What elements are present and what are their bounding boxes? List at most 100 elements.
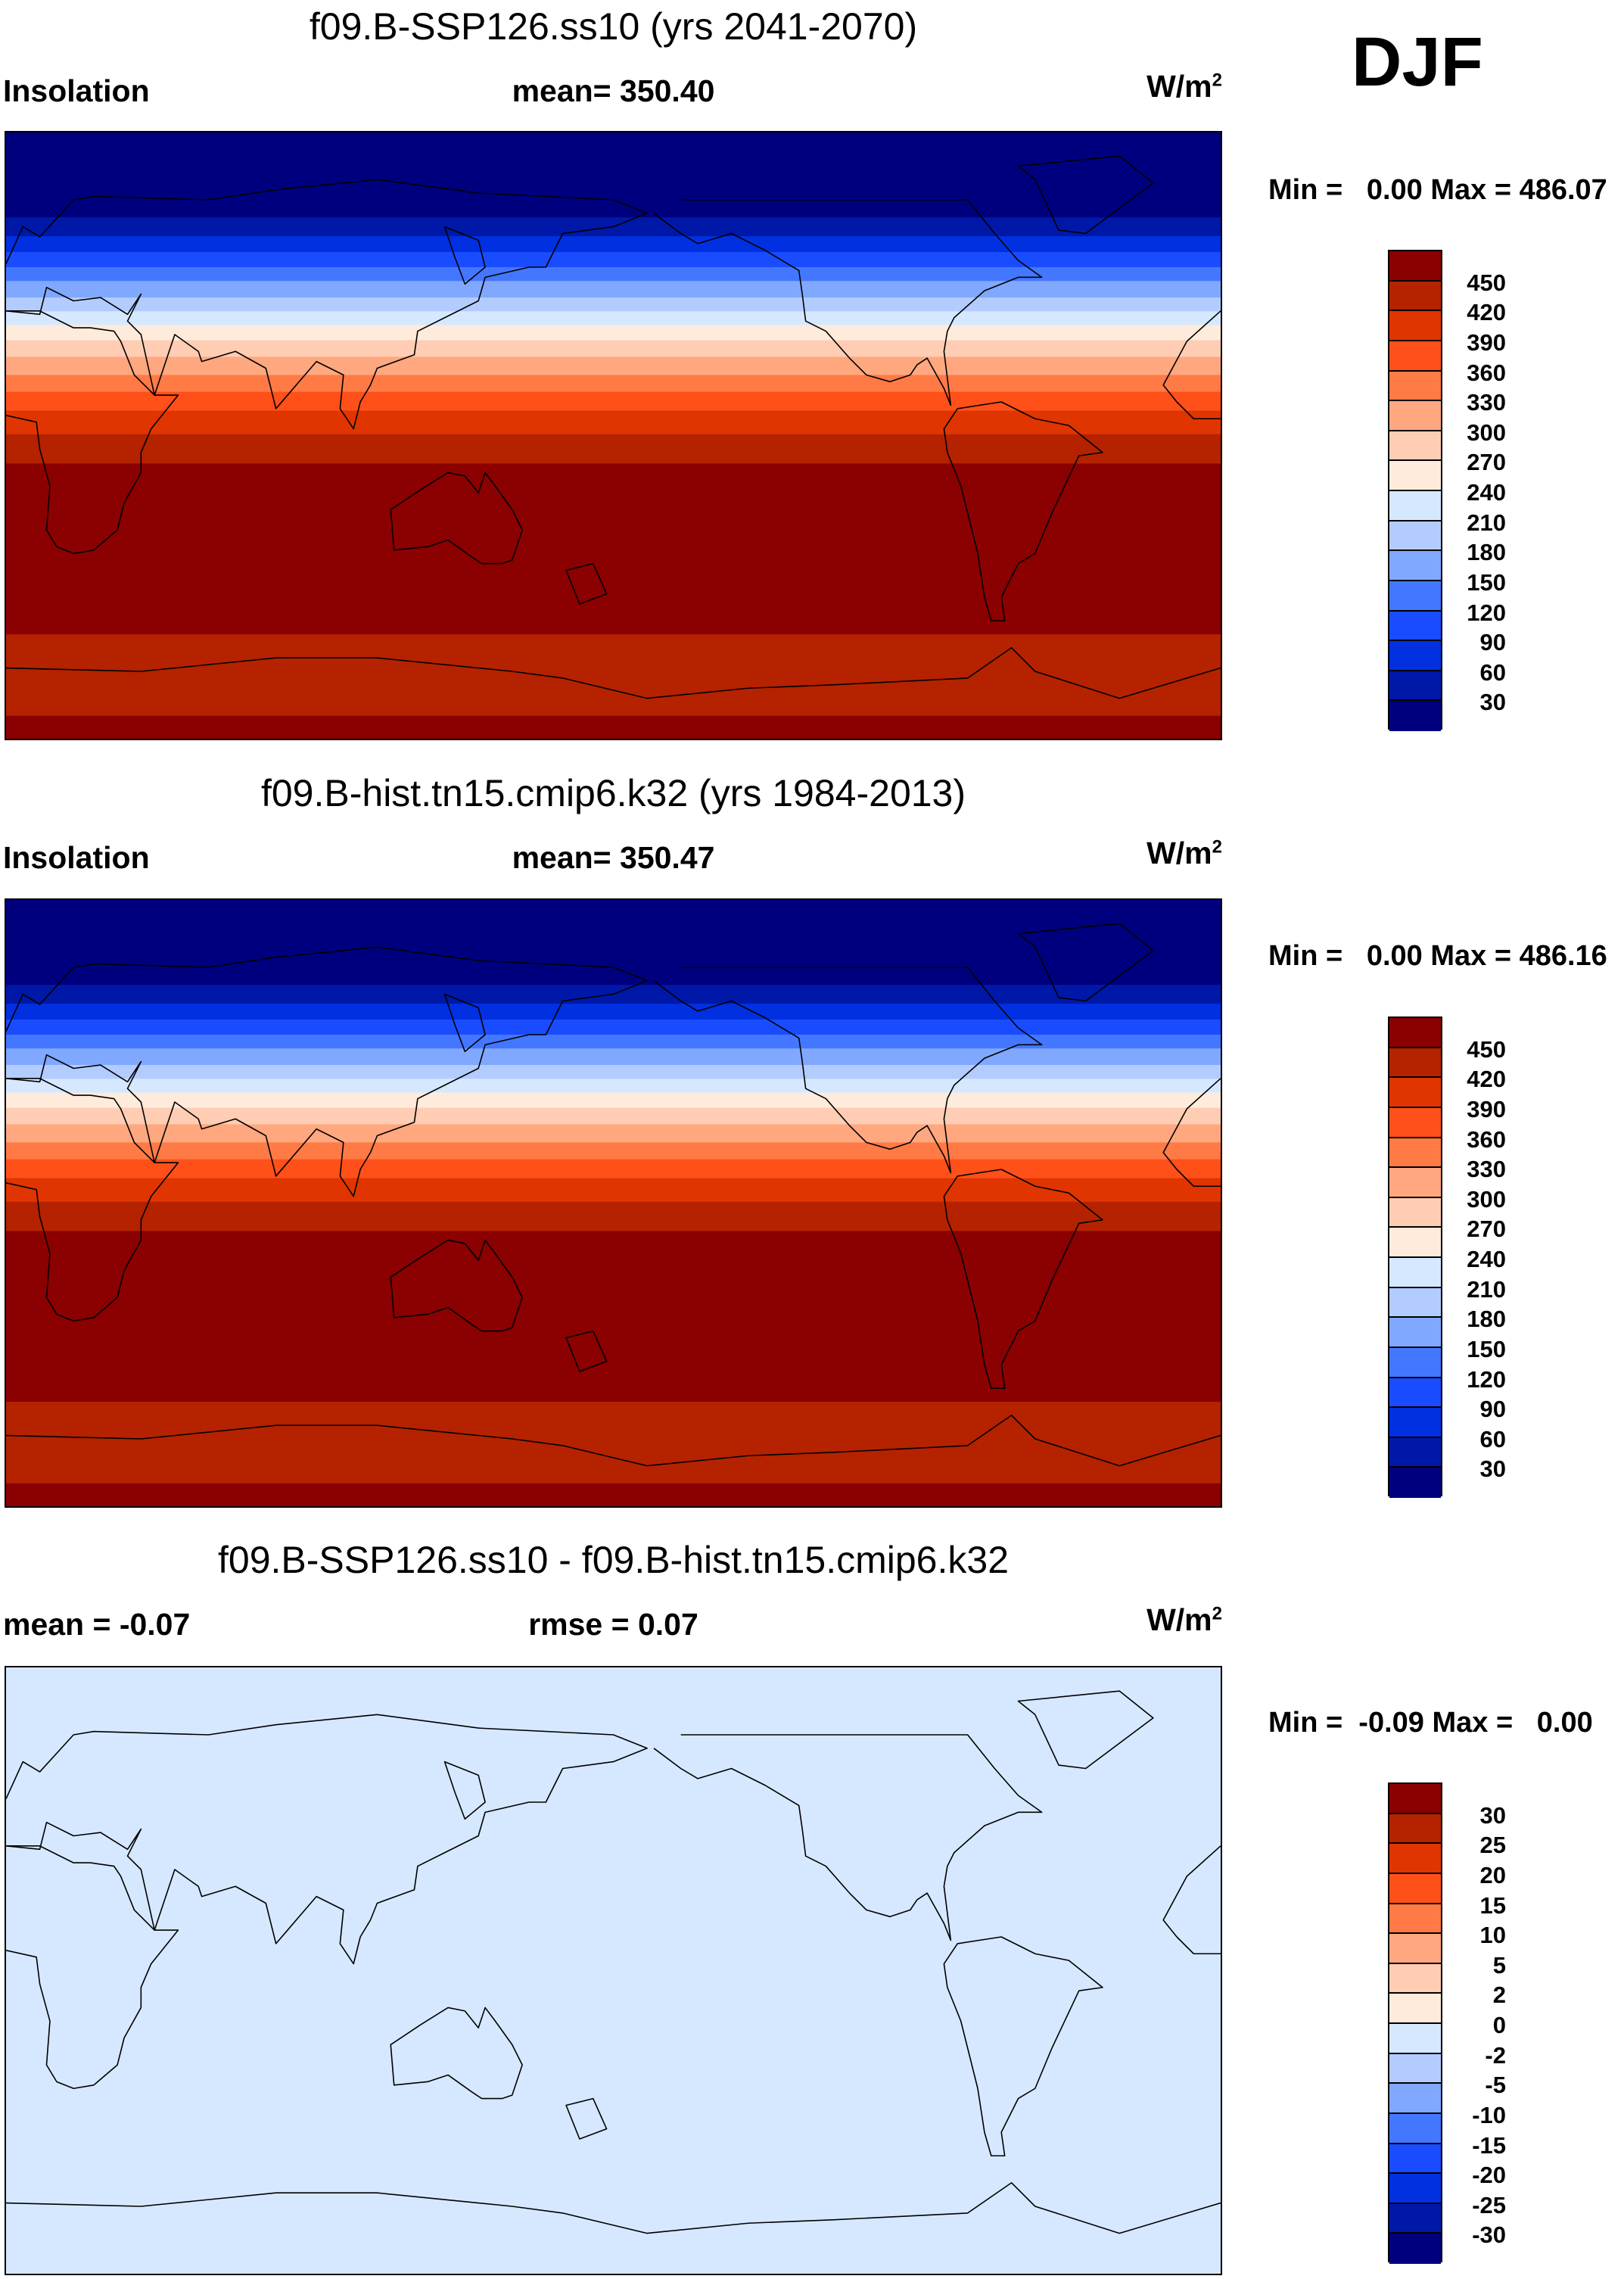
- colorbar-tick-label: 240: [1467, 1246, 1506, 1272]
- coastline: [1019, 156, 1153, 233]
- coastline: [6, 1415, 1221, 1466]
- colorbar: [1388, 1017, 1442, 1498]
- colorbar-tick-label: 30: [1479, 689, 1506, 716]
- coastline: [566, 2099, 607, 2139]
- colorbar-box: [1389, 1437, 1441, 1468]
- colorbar-box: [1389, 1258, 1441, 1288]
- season-label: DJF: [1352, 23, 1483, 101]
- colorbar-box: [1389, 431, 1441, 462]
- colorbar-box: [1389, 2053, 1441, 2084]
- colorbar-tick-label: -5: [1485, 2072, 1506, 2099]
- colorbar-box: [1389, 641, 1441, 671]
- colorbar-tick-label: 270: [1467, 1216, 1506, 1243]
- colorbar-box: [1389, 1873, 1441, 1904]
- map: [5, 1666, 1222, 2275]
- min-max-label: Min = -0.09 Max = 0.00: [1268, 1707, 1593, 1739]
- colorbar-box: [1389, 1018, 1441, 1048]
- coastline: [1019, 923, 1153, 1001]
- colorbar: [1388, 250, 1442, 731]
- units-exponent: 2: [1212, 836, 1222, 858]
- latitude-band: [6, 297, 1221, 313]
- colorbar-box: [1389, 401, 1441, 431]
- latitude-band: [6, 267, 1221, 282]
- colorbar-tick-label: 2: [1492, 1982, 1506, 2009]
- units-label: W/m2: [1146, 71, 1222, 102]
- units-label: W/m2: [1146, 1605, 1222, 1636]
- latitude-band: [6, 1178, 1221, 1203]
- colorbar-box: [1389, 341, 1441, 372]
- units-label: W/m2: [1146, 838, 1222, 869]
- colorbar-box: [1389, 521, 1441, 552]
- colorbar-box: [1389, 1138, 1441, 1169]
- coastline: [566, 1331, 607, 1371]
- colorbar-tick-label: -15: [1472, 2131, 1506, 2159]
- colorbar-box: [1389, 581, 1441, 612]
- map: [5, 898, 1222, 1508]
- units-text: W/m: [1146, 69, 1212, 104]
- latitude-band: [6, 1079, 1221, 1094]
- colorbar-box: [1389, 1994, 1441, 2024]
- left-label: Insolation: [3, 73, 150, 108]
- coastline: [1163, 1079, 1221, 1186]
- coastline: [566, 564, 607, 604]
- colorbar-box: [1389, 1048, 1441, 1079]
- latitude-band: [6, 1065, 1221, 1080]
- coastline: [654, 967, 1042, 1172]
- colorbar-box: [1389, 1107, 1441, 1138]
- left-label: mean = -0.07: [3, 1607, 191, 1642]
- colorbar-box: [1389, 251, 1441, 282]
- colorbar-tick-label: 0: [1492, 2012, 1506, 2038]
- latitude-band: [6, 1092, 1221, 1109]
- latitude-band: [6, 1483, 1221, 1506]
- panel-title: f09.B-SSP126.ss10 - f09.B-hist.tn15.cmip…: [218, 1539, 1009, 1581]
- left-label: Insolation: [3, 840, 150, 875]
- colorbar-box: [1389, 2024, 1441, 2054]
- colorbar-box: [1389, 2084, 1441, 2114]
- min-max-label: Min = 0.00 Max = 486.16: [1268, 940, 1607, 972]
- colorbar-box: [1389, 461, 1441, 491]
- coastline: [445, 227, 486, 285]
- coastline: [6, 1846, 178, 2088]
- coastline: [654, 200, 1042, 405]
- latitude-band: [6, 463, 1221, 635]
- latitude-band: [6, 132, 1221, 219]
- coastline: [1163, 1846, 1221, 1954]
- colorbar-box: [1389, 1318, 1441, 1348]
- coastline: [1163, 311, 1221, 419]
- colorbar-box: [1389, 1468, 1441, 1498]
- colorbar-box: [1389, 491, 1441, 521]
- coastline: [944, 402, 1103, 621]
- colorbar-tick-label: -10: [1472, 2101, 1506, 2128]
- latitude-band: [6, 1231, 1221, 1403]
- latitude-band: [6, 1107, 1221, 1125]
- colorbar-tick-label: 180: [1467, 539, 1506, 566]
- colorbar-box: [1389, 1347, 1441, 1378]
- colorbar-box: [1389, 1228, 1441, 1258]
- colorbar-tick-label: 25: [1479, 1832, 1506, 1859]
- colorbar-tick-label: 5: [1492, 1951, 1506, 1979]
- colorbar-tick-label: 30: [1479, 1456, 1506, 1483]
- colorbar-tick-label: 150: [1467, 568, 1506, 596]
- latitude-band: [6, 1035, 1221, 1050]
- colorbar-tick-label: -20: [1472, 2162, 1506, 2189]
- coastline: [390, 1240, 522, 1331]
- colorbar-tick-label: 270: [1467, 449, 1506, 476]
- colorbar-tick-label: 210: [1467, 509, 1506, 536]
- colorbar-tick-label: -2: [1485, 2041, 1506, 2069]
- colorbar-box: [1389, 2113, 1441, 2144]
- colorbar-box: [1389, 1408, 1441, 1438]
- coastline: [445, 995, 486, 1052]
- colorbar-box: [1389, 1784, 1441, 1814]
- colorbar-tick-label: -25: [1472, 2191, 1506, 2218]
- colorbar-tick-label: 60: [1479, 1425, 1506, 1452]
- colorbar-tick-label: 15: [1479, 1891, 1506, 1919]
- colorbar-tick-label: 330: [1467, 389, 1506, 416]
- colorbar-tick-label: 20: [1479, 1861, 1506, 1888]
- latitude-band: [6, 325, 1221, 341]
- units-text: W/m: [1146, 836, 1212, 870]
- coastline: [6, 947, 647, 1196]
- coastline: [6, 179, 647, 428]
- latitude-band: [6, 434, 1221, 465]
- colorbar-tick-label: 180: [1467, 1306, 1506, 1333]
- units-text: W/m: [1146, 1602, 1212, 1637]
